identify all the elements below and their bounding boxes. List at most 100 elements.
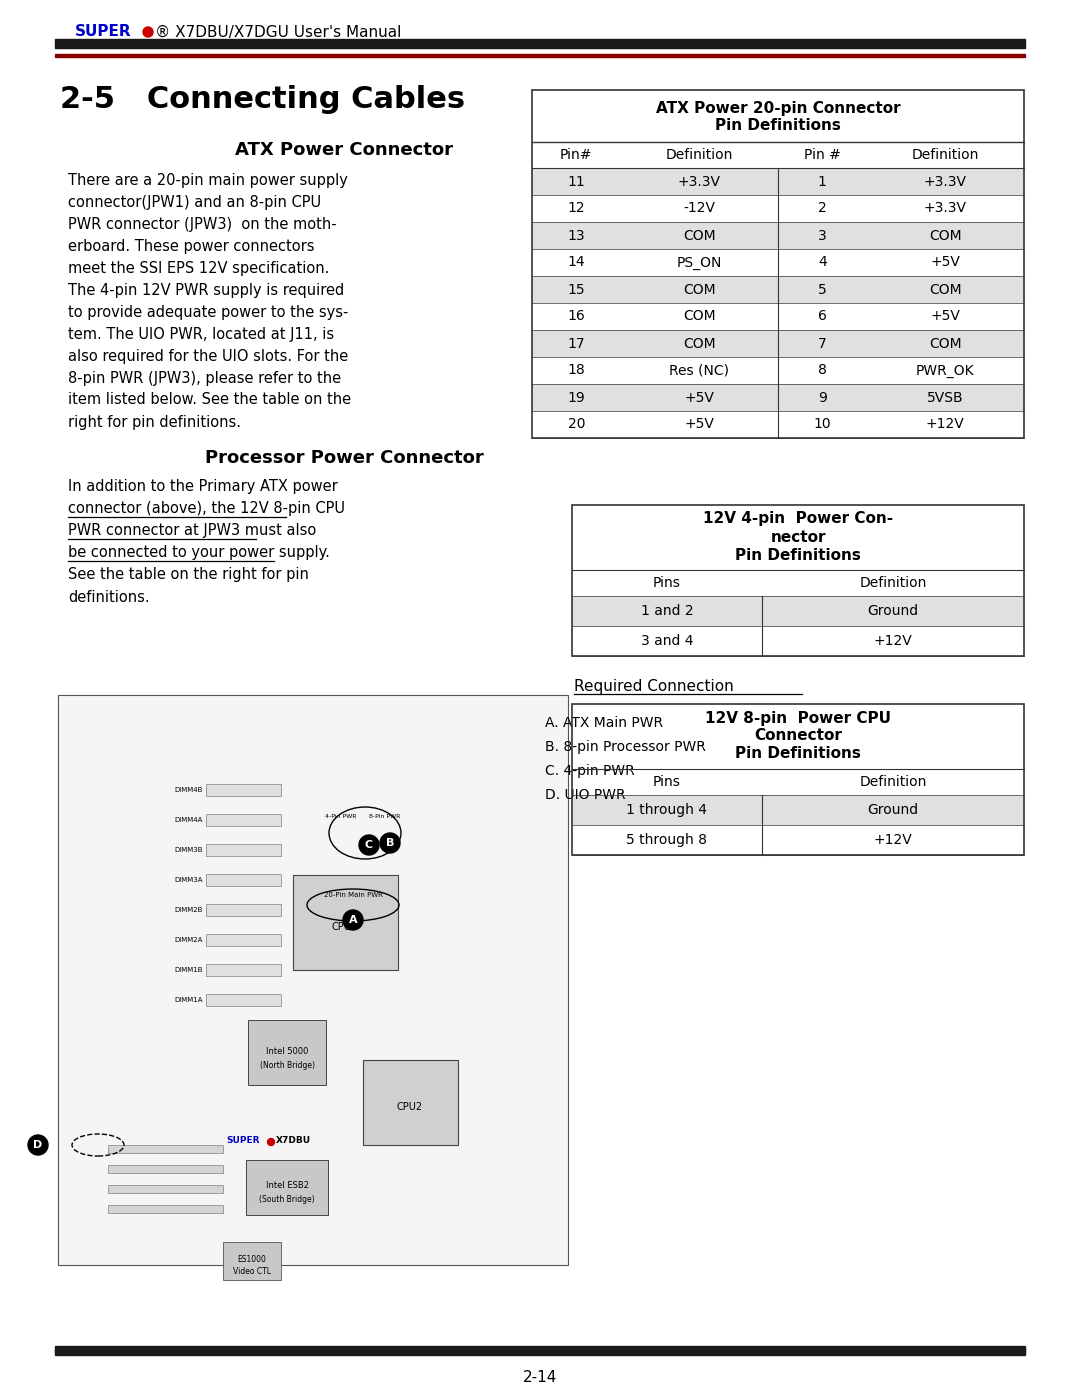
Text: CPU1: CPU1 bbox=[332, 922, 357, 932]
Text: Pin Definitions: Pin Definitions bbox=[735, 746, 861, 761]
Text: 17: 17 bbox=[567, 337, 585, 351]
Bar bbox=[206, 875, 281, 886]
Text: SUPER: SUPER bbox=[226, 1136, 259, 1146]
Bar bbox=[206, 935, 281, 946]
Text: 2: 2 bbox=[818, 201, 826, 215]
Text: Ground: Ground bbox=[867, 604, 918, 617]
Text: 5 through 8: 5 through 8 bbox=[626, 833, 707, 847]
Bar bbox=[572, 704, 1024, 768]
Circle shape bbox=[380, 833, 400, 854]
Bar bbox=[206, 784, 281, 796]
Text: Processor Power Connector: Processor Power Connector bbox=[205, 448, 484, 467]
Text: 12: 12 bbox=[567, 201, 585, 215]
Text: 20-Pin Main PWR: 20-Pin Main PWR bbox=[324, 893, 382, 898]
Text: There are a 20-pin main power supply: There are a 20-pin main power supply bbox=[68, 172, 348, 187]
Bar bbox=[532, 89, 1024, 142]
Text: 4-Pin PWR: 4-Pin PWR bbox=[325, 814, 356, 820]
Text: Pin#: Pin# bbox=[561, 148, 593, 162]
Text: +3.3V: +3.3V bbox=[923, 201, 967, 215]
Text: Pins: Pins bbox=[653, 576, 680, 590]
Text: 4: 4 bbox=[818, 256, 826, 270]
Text: C: C bbox=[365, 840, 373, 849]
Text: 6: 6 bbox=[818, 310, 826, 324]
Text: DIMM1B: DIMM1B bbox=[175, 967, 203, 972]
Text: 5: 5 bbox=[818, 282, 826, 296]
Bar bbox=[363, 1060, 458, 1146]
Text: item listed below. See the table on the: item listed below. See the table on the bbox=[68, 393, 351, 408]
Text: B: B bbox=[386, 838, 394, 848]
Text: 8-pin PWR (JPW3), please refer to the: 8-pin PWR (JPW3), please refer to the bbox=[68, 370, 341, 386]
Text: Pins: Pins bbox=[653, 775, 680, 789]
Text: 11: 11 bbox=[567, 175, 585, 189]
Text: ® X7DBU/X7DGU User's Manual: ® X7DBU/X7DGU User's Manual bbox=[156, 25, 402, 39]
Bar bbox=[58, 694, 568, 1266]
Bar bbox=[532, 330, 1024, 358]
Text: Required Connection: Required Connection bbox=[573, 679, 733, 693]
Text: 2-14: 2-14 bbox=[523, 1370, 557, 1386]
Text: DIMM2A: DIMM2A bbox=[175, 937, 203, 943]
Text: 19: 19 bbox=[567, 391, 585, 405]
Text: A. ATX Main PWR: A. ATX Main PWR bbox=[545, 717, 663, 731]
Text: ATX Power 20-pin Connector: ATX Power 20-pin Connector bbox=[656, 101, 901, 116]
Circle shape bbox=[343, 909, 363, 930]
Text: Intel ESB2: Intel ESB2 bbox=[266, 1182, 309, 1190]
Text: CPU2: CPU2 bbox=[397, 1102, 423, 1112]
Bar bbox=[108, 1165, 222, 1173]
Text: +5V: +5V bbox=[685, 418, 714, 432]
Text: 18: 18 bbox=[567, 363, 585, 377]
Text: tem. The UIO PWR, located at J11, is: tem. The UIO PWR, located at J11, is bbox=[68, 327, 334, 341]
Text: COM: COM bbox=[683, 337, 716, 351]
Text: 15: 15 bbox=[567, 282, 585, 296]
Text: COM: COM bbox=[929, 282, 961, 296]
Text: DIMM2B: DIMM2B bbox=[175, 907, 203, 914]
Text: C. 4-pin PWR: C. 4-pin PWR bbox=[545, 764, 635, 778]
Bar bbox=[572, 597, 1024, 626]
Text: PWR connector (JPW3)  on the moth-: PWR connector (JPW3) on the moth- bbox=[68, 217, 337, 232]
Text: The 4-pin 12V PWR supply is required: The 4-pin 12V PWR supply is required bbox=[68, 282, 345, 298]
Text: (South Bridge): (South Bridge) bbox=[259, 1196, 314, 1204]
Circle shape bbox=[28, 1134, 48, 1155]
Text: 8: 8 bbox=[818, 363, 826, 377]
Text: 3 and 4: 3 and 4 bbox=[640, 634, 693, 648]
Bar bbox=[532, 222, 1024, 249]
Text: 1 and 2: 1 and 2 bbox=[640, 604, 693, 617]
Text: X7DBU: X7DBU bbox=[276, 1136, 311, 1146]
Bar bbox=[572, 504, 1024, 657]
Text: 14: 14 bbox=[567, 256, 585, 270]
Bar bbox=[222, 1242, 281, 1280]
Text: connector(JPW1) and an 8-pin CPU: connector(JPW1) and an 8-pin CPU bbox=[68, 194, 321, 210]
Text: Definition: Definition bbox=[860, 576, 927, 590]
Text: Definition: Definition bbox=[912, 148, 978, 162]
Text: +12V: +12V bbox=[874, 634, 913, 648]
Text: Intel 5000: Intel 5000 bbox=[266, 1048, 308, 1056]
Bar bbox=[293, 875, 399, 970]
Bar bbox=[246, 1160, 328, 1215]
Bar bbox=[55, 39, 1025, 47]
Bar bbox=[55, 54, 1025, 57]
Text: B. 8-pin Processor PWR: B. 8-pin Processor PWR bbox=[545, 740, 706, 754]
Bar bbox=[572, 570, 1024, 597]
Bar bbox=[532, 89, 1024, 439]
Text: PWR connector at JPW3 must also: PWR connector at JPW3 must also bbox=[68, 524, 316, 538]
Bar bbox=[55, 1350, 1025, 1352]
Text: DIMM4B: DIMM4B bbox=[175, 787, 203, 793]
Text: Definition: Definition bbox=[860, 775, 927, 789]
Text: SUPER: SUPER bbox=[75, 25, 132, 39]
Bar bbox=[55, 1345, 1025, 1355]
Text: 12V 8-pin  Power CPU: 12V 8-pin Power CPU bbox=[705, 711, 891, 725]
Text: nector: nector bbox=[770, 529, 826, 545]
Text: be connected to your power supply.: be connected to your power supply. bbox=[68, 545, 329, 560]
Circle shape bbox=[268, 1139, 274, 1146]
Text: Ground: Ground bbox=[867, 803, 918, 817]
Text: -12V: -12V bbox=[684, 201, 715, 215]
Text: 13: 13 bbox=[567, 229, 585, 243]
Text: DIMM3B: DIMM3B bbox=[175, 847, 203, 854]
Text: definitions.: definitions. bbox=[68, 590, 150, 605]
Text: 9: 9 bbox=[818, 391, 826, 405]
Bar bbox=[108, 1146, 222, 1153]
Bar bbox=[206, 904, 281, 916]
Text: (North Bridge): (North Bridge) bbox=[259, 1062, 314, 1070]
Text: 2-5   Connecting Cables: 2-5 Connecting Cables bbox=[60, 85, 465, 115]
Text: connector (above), the 12V 8-pin CPU: connector (above), the 12V 8-pin CPU bbox=[68, 502, 345, 517]
Text: 8-Pin PWR: 8-Pin PWR bbox=[369, 814, 401, 820]
